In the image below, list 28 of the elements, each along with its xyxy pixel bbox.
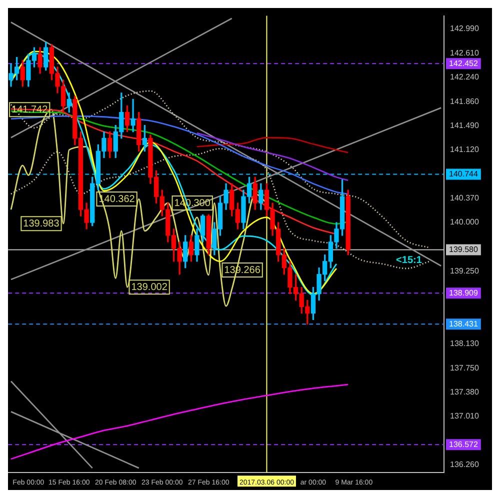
data-label: 139.002	[131, 282, 168, 293]
y-tick-label: 142.240	[450, 72, 480, 82]
y-tick-label: 140.370	[450, 194, 480, 203]
line-series	[10, 384, 349, 460]
y-tick-label: 142.990	[450, 24, 480, 33]
ref-line-label: 136.572	[449, 440, 478, 449]
data-label: 139.983	[23, 218, 60, 230]
line-series	[10, 90, 430, 248]
y-tick-label: 138.130	[450, 338, 480, 348]
ref-line-label: 140.744	[449, 169, 478, 178]
y-tick-label: 141.120	[450, 145, 480, 154]
ref-line-label: 139.580	[449, 244, 478, 254]
ref-line-label: 138.909	[449, 288, 478, 298]
ref-line-label: 138.431	[449, 319, 478, 328]
y-tick-label: 142.610	[450, 48, 480, 58]
annotation: <15:1	[396, 254, 422, 266]
data-label: 141.742	[12, 104, 48, 116]
y-tick-label: 141.860	[450, 97, 480, 106]
y-tick-label: 136.260	[450, 460, 480, 470]
ref-line-label: 142.452	[449, 58, 478, 68]
line-series	[196, 132, 349, 182]
line-series	[196, 136, 349, 154]
y-tick-label: 137.380	[450, 387, 480, 396]
y-tick-label: 137.750	[450, 363, 480, 372]
y-tick-label: 139.250	[450, 266, 480, 276]
y-tick-label: 141.490	[450, 121, 480, 130]
y-tick-label: 140.000	[450, 218, 480, 227]
y-tick-label: 137.010	[450, 411, 480, 420]
